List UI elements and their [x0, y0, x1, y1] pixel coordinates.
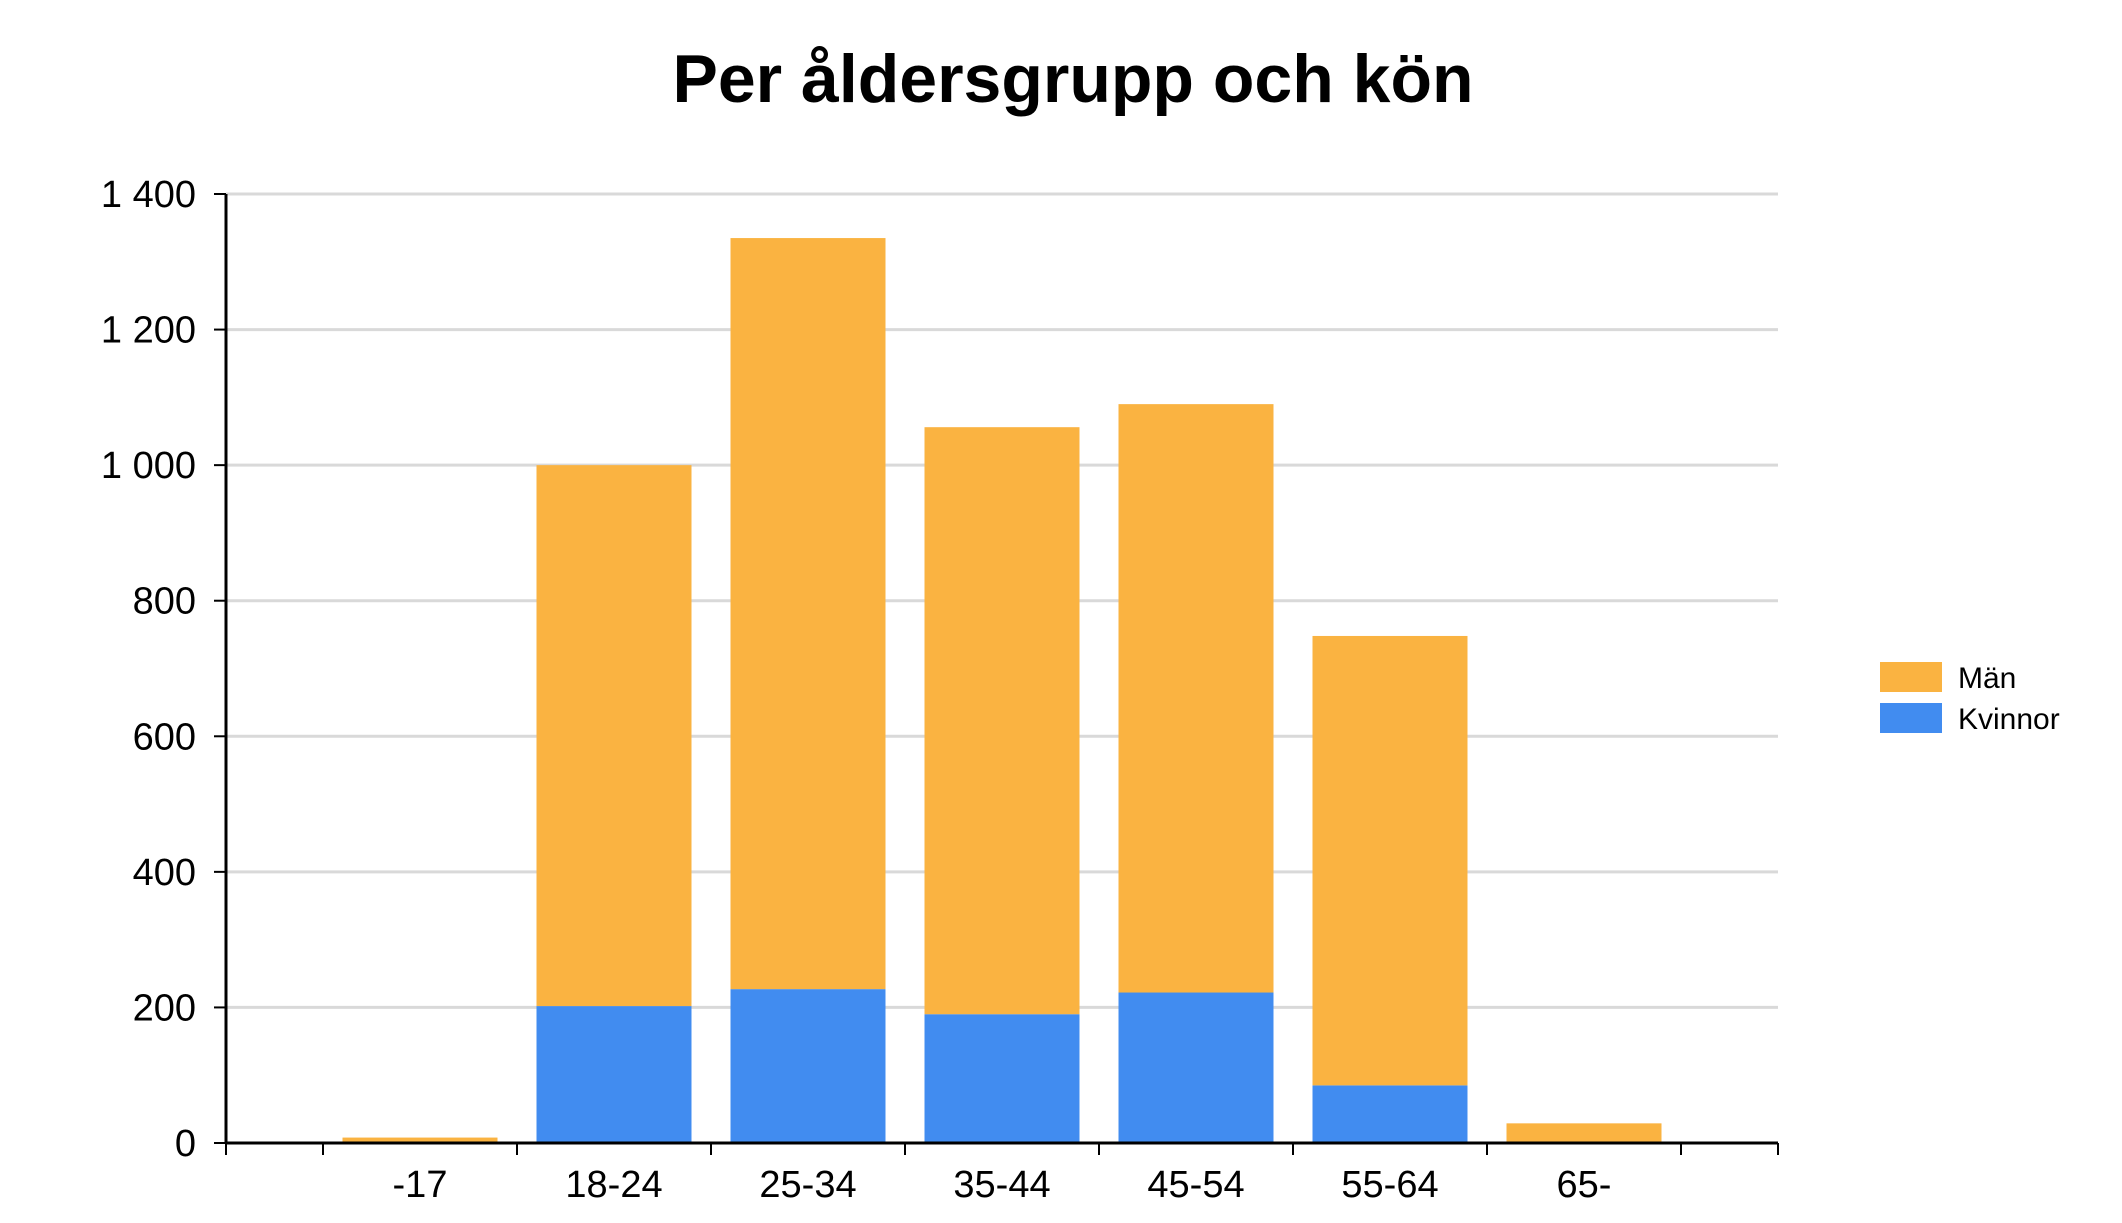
bar-kvinnor-35-44 [924, 1014, 1080, 1143]
y-tick-label: 1 200 [101, 310, 196, 352]
chart-title: Per åldersgrupp och kön [672, 41, 1473, 117]
x-axis-ticks: -17 18-24 25-34 35-44 45-54 55-64 65- [225, 1143, 1779, 1206]
bar-män-35-44 [924, 427, 1080, 1015]
y-tick-label: 800 [133, 581, 196, 623]
legend-swatch-kvinnor [1880, 703, 1942, 733]
legend-label-kvinnor: Kvinnor [1958, 703, 2060, 736]
bar-män-18-24 [536, 465, 692, 1007]
x-tick-label: 18-24 [565, 1164, 662, 1206]
bars [342, 238, 1662, 1143]
x-tick-label: -17 [393, 1164, 448, 1206]
x-tick-label: 25-34 [759, 1164, 856, 1206]
bar-män--17 [342, 1137, 498, 1143]
x-tick-label: 65- [1557, 1164, 1612, 1206]
y-tick-label: 600 [133, 716, 196, 758]
y-tick-label: 200 [133, 987, 196, 1029]
legend-swatch-män [1880, 662, 1942, 692]
y-axis-ticks: 0 200 400 600 800 1 000 1 200 1 400 [101, 174, 226, 1165]
axes [224, 194, 1778, 1145]
x-tick-label: 55-64 [1341, 1164, 1438, 1206]
bar-män-55-64 [1312, 635, 1468, 1086]
bar-män-25-34 [730, 238, 886, 990]
x-tick-label: 45-54 [1147, 1164, 1244, 1206]
legend-label-män: Män [1958, 662, 2016, 695]
y-tick-label: 400 [133, 852, 196, 894]
bar-män-45-54 [1118, 404, 1274, 993]
y-tick-label: 0 [175, 1123, 196, 1165]
bar-kvinnor-55-64 [1312, 1085, 1468, 1143]
x-tick-label: 35-44 [953, 1164, 1050, 1206]
bar-kvinnor-18-24 [536, 1006, 692, 1143]
bar-kvinnor-45-54 [1118, 992, 1274, 1143]
y-tick-label: 1 400 [101, 174, 196, 216]
bar-män-65- [1506, 1123, 1662, 1143]
bar-kvinnor-25-34 [730, 989, 886, 1143]
legend: Män Kvinnor [1880, 662, 2060, 736]
y-tick-label: 1 000 [101, 445, 196, 487]
